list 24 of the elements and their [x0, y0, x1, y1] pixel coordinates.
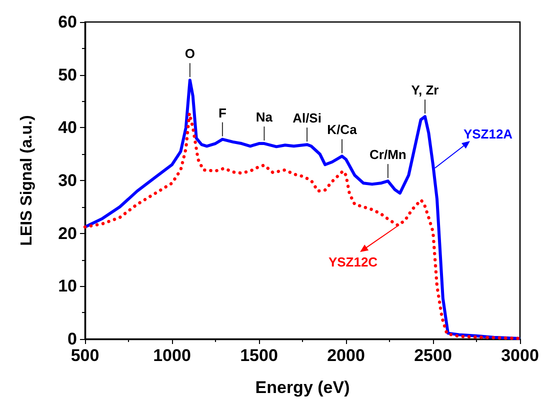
annotation: O — [184, 46, 195, 62]
x-tick-label: 3000 — [501, 346, 539, 365]
y-tick-label: 60 — [58, 12, 77, 32]
text: YSZ12A — [463, 126, 514, 142]
y-tick-label: 20 — [58, 224, 77, 243]
annotation: Y, Zr — [411, 82, 439, 98]
annotation: Cr/Mn — [370, 147, 406, 162]
x-tick-label: 2500 — [414, 346, 452, 365]
annotation: Al/Si — [292, 110, 322, 126]
annotation: Na — [256, 110, 274, 125]
y-tick-label: 30 — [58, 171, 77, 190]
annotation: F — [218, 105, 226, 120]
annotation: K/Ca — [327, 122, 358, 138]
x-axis-title: Energy (eV) — [255, 378, 350, 397]
y-tick-label: 40 — [58, 118, 77, 138]
x-tick-label: 1500 — [240, 346, 278, 365]
y-tick-label: 0 — [68, 330, 77, 348]
x-tick-label: 2000 — [327, 346, 365, 365]
y-axis-title: LEIS Signal (a.u.) — [18, 115, 36, 246]
x-tick-label: 1000 — [153, 346, 191, 365]
y-tick-label: 50 — [58, 65, 77, 84]
x-tick-label: 500 — [70, 346, 100, 365]
legend-label: YSZ12C — [328, 254, 378, 270]
y-tick-label: 10 — [58, 276, 77, 296]
